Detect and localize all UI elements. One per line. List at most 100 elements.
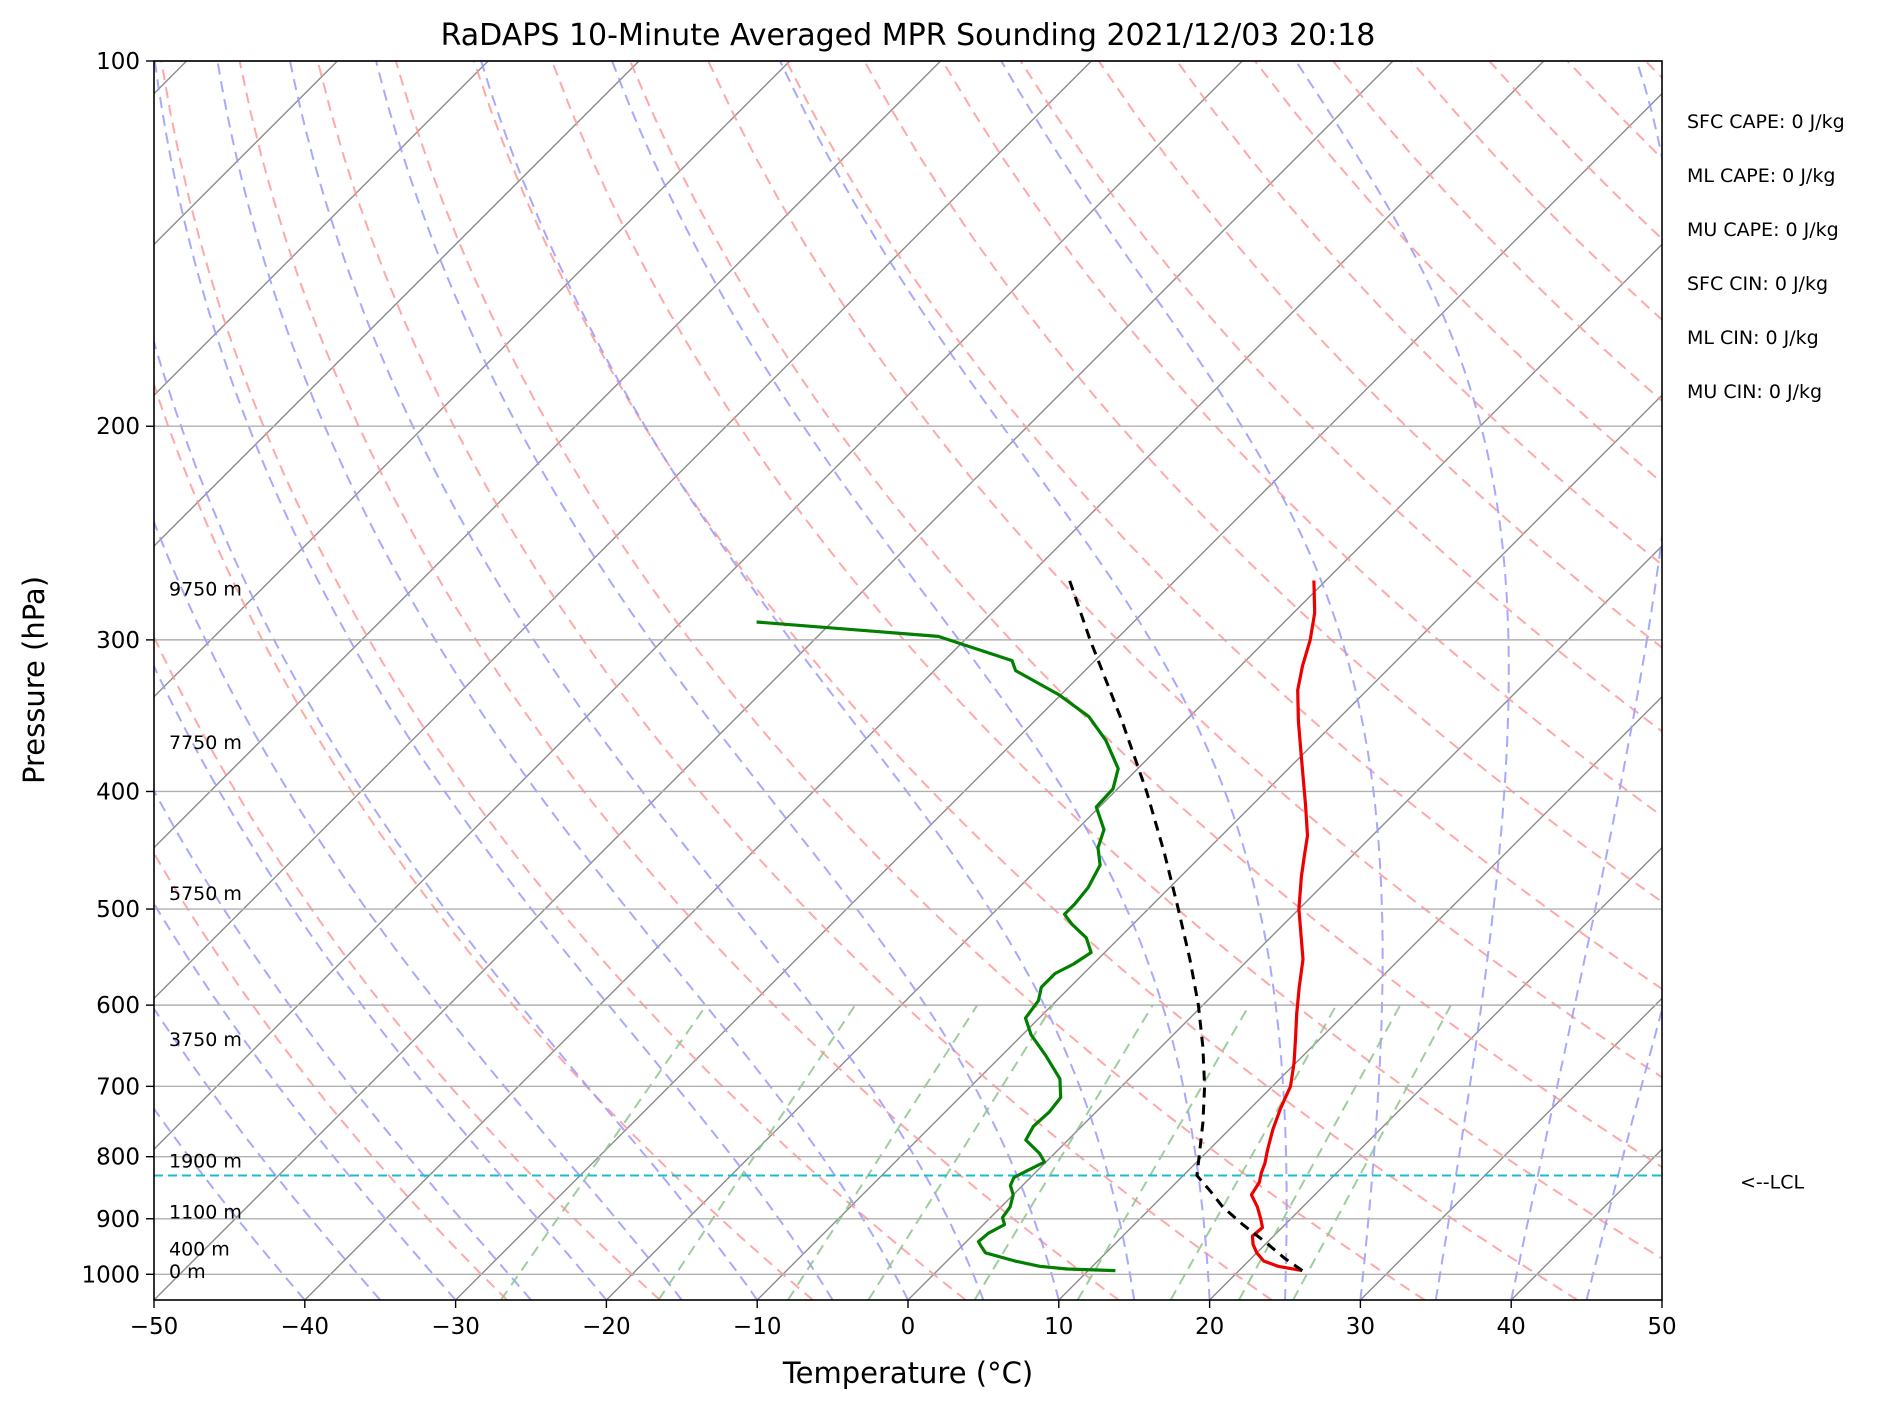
dry-adiabat-line: [1566, 61, 1662, 160]
x-tick-label: −10: [733, 1314, 782, 1340]
moist-adiabat-line: [154, 61, 834, 1300]
moist-adiabat-line: [1510, 61, 1662, 1300]
dry-adiabat-line: [707, 61, 1662, 1079]
moist-adiabat-line: [779, 61, 1288, 1300]
dry-adiabat-line: [941, 61, 1662, 818]
temperature-profile: [1249, 580, 1317, 1273]
isotherm-line: [605, 243, 1662, 1300]
stability-index: ML CIN: 0 J/kg: [1687, 327, 1819, 349]
isotherm-line: [907, 545, 1662, 1300]
parcel-profile: [1068, 580, 1304, 1272]
moist-adiabat-line: [154, 1107, 306, 1300]
x-tick-label: 30: [1346, 1314, 1375, 1340]
moist-adiabat-line: [375, 61, 1060, 1300]
y-tick-label: 300: [96, 628, 140, 654]
dry-adiabat-line: [863, 61, 1662, 904]
isotherm-line: [1359, 997, 1662, 1300]
height-label: 3750 m: [169, 1029, 242, 1051]
height-label: 1100 m: [169, 1202, 242, 1224]
moist-adiabat-line: [154, 901, 457, 1300]
dry-adiabat-line: [1176, 61, 1662, 566]
dry-adiabat-line: [160, 61, 967, 1300]
height-label: 1900 m: [169, 1151, 242, 1173]
dry-adiabat-line: [1410, 61, 1662, 321]
profile-lines: [154, 580, 1662, 1273]
dry-adiabat-line: [394, 61, 1426, 1300]
moist-adiabat-line: [1294, 61, 1510, 1300]
dry-adiabat-line: [1488, 61, 1662, 241]
dewpoint-profile: [756, 620, 1120, 1273]
x-tick-label: 20: [1195, 1314, 1224, 1340]
isotherm-line: [154, 61, 489, 397]
stability-indices: SFC CAPE: 0 J/kg ML CAPE: 0 J/kg MU CAPE: …: [1687, 111, 1845, 403]
height-label: 7750 m: [169, 732, 242, 754]
stability-index: ML CAPE: 0 J/kg: [1687, 165, 1835, 187]
stability-index: SFC CAPE: 0 J/kg: [1687, 111, 1845, 133]
dry-adiabat-line: [154, 634, 661, 1300]
mixing-ratio-line: [500, 1004, 708, 1300]
dry-adiabat-line: [154, 851, 508, 1300]
dry-adiabat-line: [1802, 61, 1882, 1300]
isotherm-line: [756, 394, 1662, 1300]
moist-adiabat-line: [1000, 61, 1384, 1300]
dry-adiabat-line: [1097, 61, 1662, 649]
mixing-ratio-line: [1292, 1004, 1452, 1300]
dry-adiabat-line: [1332, 61, 1662, 403]
pressure-gridlines: [154, 60, 1662, 1275]
mixing-ratio-line: [1169, 1004, 1338, 1300]
y-tick-label: 600: [96, 993, 140, 1019]
dry-adiabat-line: [154, 381, 814, 1300]
moist-adiabat-line: [1585, 1006, 1662, 1300]
moist-adiabat-line: [289, 61, 985, 1300]
stability-index: MU CIN: 0 J/kg: [1687, 381, 1822, 403]
x-tick-label: 0: [901, 1314, 916, 1340]
dry-adiabat-line: [785, 61, 1662, 991]
y-tick-label: 900: [96, 1207, 140, 1233]
x-axis-ticks: −50 −40 −30 −20 −10 0 10 20 30 40 50: [130, 1300, 1677, 1340]
lcl-label: <--LCL: [1740, 1171, 1804, 1193]
y-tick-label: 700: [96, 1074, 140, 1100]
stability-index: MU CAPE: 0 J/kg: [1687, 219, 1839, 241]
isotherm-line: [1813, 61, 1882, 1300]
mixing-ratio-line: [1238, 1004, 1402, 1300]
x-tick-label: 10: [1044, 1314, 1073, 1340]
reference-lines: [154, 61, 1882, 1300]
isotherm-line: [1661, 1299, 1662, 1300]
dry-adiabat-line: [1254, 61, 1662, 484]
isotherm-line: [304, 61, 1545, 1300]
y-tick-label: 500: [96, 897, 140, 923]
chart-title: RaDAPS 10-Minute Averaged MPR Sounding 2…: [441, 18, 1376, 53]
moist-adiabat-line: [611, 61, 1211, 1300]
moist-adiabat-line: [216, 61, 909, 1300]
dry-adiabat-line: [316, 61, 1273, 1300]
moist-adiabat-line: [154, 1006, 381, 1300]
y-tick-label: 400: [96, 779, 140, 805]
moist-adiabat-line: [480, 61, 1136, 1300]
moist-adiabat-line: [154, 519, 683, 1300]
x-axis-label: Temperature (°C): [782, 1356, 1033, 1390]
x-tick-label: 40: [1497, 1314, 1526, 1340]
isotherm-line: [1209, 846, 1662, 1300]
dry-adiabat-line: [1724, 61, 1882, 1300]
isotherm-line: [154, 61, 1394, 1300]
isotherm-line: [154, 61, 942, 849]
isotherm-line: [154, 61, 1243, 1151]
x-tick-label: −20: [582, 1314, 631, 1340]
isotherm-line: [154, 61, 791, 698]
isotherm-line: [154, 61, 1092, 1000]
isotherm-line: [1510, 1148, 1662, 1300]
y-tick-label: 200: [96, 414, 140, 440]
y-tick-label: 100: [96, 49, 140, 75]
stability-index: SFC CIN: 0 J/kg: [1687, 273, 1828, 295]
isotherm-line: [154, 61, 640, 547]
x-tick-label: −30: [431, 1314, 480, 1340]
mixing-ratio-line: [1076, 1004, 1251, 1300]
moist-adiabat-line: [154, 788, 532, 1300]
y-axis-ticks: 100 200 300 400 500 600 700 800 900 1000: [81, 49, 154, 1288]
isotherm-line: [455, 92, 1662, 1300]
dry-adiabat-line: [472, 61, 1579, 1300]
y-axis-label: Pressure (hPa): [17, 576, 51, 784]
height-label: 5750 m: [169, 883, 242, 905]
dry-adiabat-line: [1644, 61, 1662, 80]
